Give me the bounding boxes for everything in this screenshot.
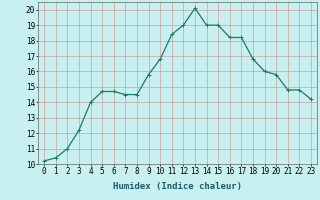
X-axis label: Humidex (Indice chaleur): Humidex (Indice chaleur) (113, 182, 242, 191)
